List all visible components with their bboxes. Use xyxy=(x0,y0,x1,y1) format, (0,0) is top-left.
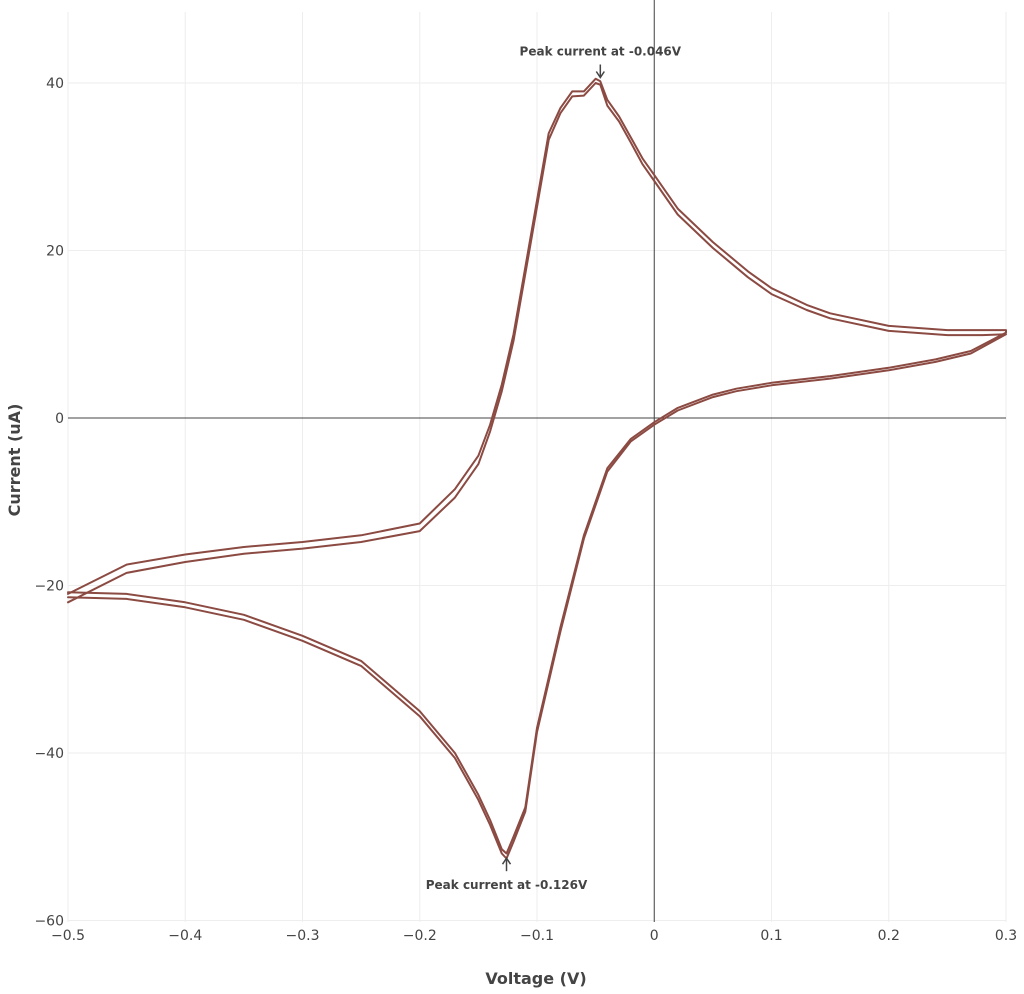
annotations: Peak current at -0.046V Peak current at -… xyxy=(426,44,682,892)
x-tick-label: 0 xyxy=(650,928,659,944)
y-tick-label: −60 xyxy=(34,914,64,930)
series-line-2 xyxy=(67,82,1007,860)
y-tick-label: 40 xyxy=(46,76,64,92)
zero-lines xyxy=(68,0,1006,922)
y-tick-label: 0 xyxy=(55,411,64,427)
x-tick-label: −0.5 xyxy=(51,928,85,944)
x-tick-label: 0.1 xyxy=(760,928,782,944)
y-axis-title: Current (uA) xyxy=(5,404,24,517)
annotation-label: Peak current at -0.126V xyxy=(426,878,588,892)
x-gridlines xyxy=(67,12,1007,922)
x-tick-label: −0.4 xyxy=(168,928,202,944)
y-tick-labels: −60 −40 −20 0 20 40 xyxy=(34,76,64,930)
x-tick-label: 0.3 xyxy=(995,928,1017,944)
x-tick-label: −0.3 xyxy=(286,928,320,944)
y-tick-label: 20 xyxy=(46,244,64,260)
x-tick-label: −0.1 xyxy=(520,928,554,944)
series-layer xyxy=(67,77,1007,860)
series-line-1 xyxy=(67,77,1007,855)
x-tick-label: 0.2 xyxy=(878,928,900,944)
x-tick-labels: −0.5 −0.4 −0.3 −0.2 −0.1 0 0.1 0.2 0.3 xyxy=(51,928,1017,944)
y-tick-label: −40 xyxy=(34,746,64,762)
x-axis-title: Voltage (V) xyxy=(485,969,586,988)
peak-annotation: Peak current at -0.046V xyxy=(520,44,682,79)
peak-annotation: Peak current at -0.126V xyxy=(426,856,588,892)
y-tick-label: −20 xyxy=(34,579,64,595)
x-tick-label: −0.2 xyxy=(403,928,437,944)
annotation-arrow-head xyxy=(595,71,605,79)
annotation-label: Peak current at -0.046V xyxy=(520,44,682,58)
annotation-arrow-head xyxy=(501,856,512,865)
